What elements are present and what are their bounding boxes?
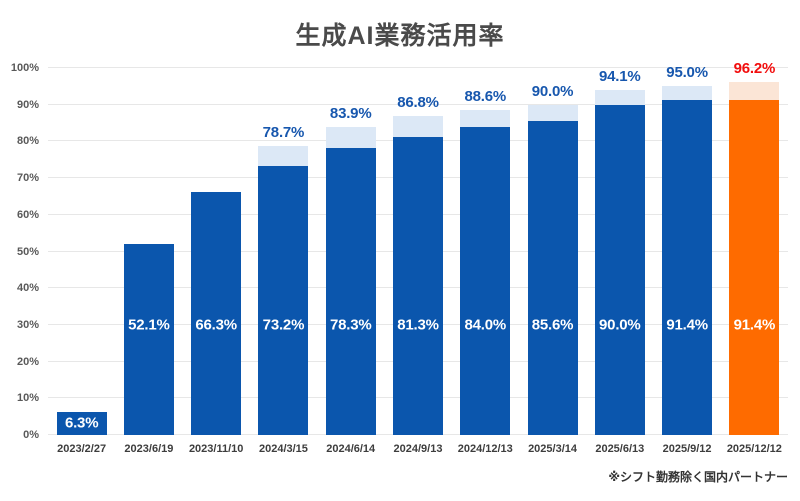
bar-total-label: 94.1%	[599, 67, 641, 85]
x-axis-tick-label: 2025/9/12	[662, 443, 712, 455]
bar-cap-segment	[460, 109, 511, 127]
x-axis-tick-label: 2024/12/13	[457, 443, 513, 455]
bar-cap-segment	[729, 81, 780, 100]
bar	[325, 147, 376, 435]
x-axis-tick-label: 2024/9/13	[393, 443, 443, 455]
bar-total-label: 86.8%	[397, 94, 439, 112]
y-axis-tick-label: 70%	[16, 172, 39, 185]
y-axis-tick-label: 10%	[16, 392, 39, 405]
bar-value-label: 52.1%	[128, 316, 170, 334]
y-axis-tick-label: 20%	[16, 355, 39, 368]
bar	[460, 126, 511, 435]
bar-value-label: 90.0%	[599, 316, 641, 334]
bar-total-label: 88.6%	[464, 87, 507, 105]
x-axis-tick-label: 2023/6/19	[124, 443, 174, 455]
bar-cap-segment	[527, 104, 578, 121]
gridline	[48, 103, 788, 105]
x-axis-tick-label: 2025/3/14	[528, 443, 577, 455]
bar	[123, 243, 174, 435]
bar-cap-segment	[258, 146, 309, 167]
x-axis-tick-label: 2024/3/15	[258, 443, 308, 455]
y-axis-tick-label: 90%	[16, 98, 39, 111]
bar	[56, 411, 107, 435]
bar	[258, 166, 309, 435]
bar-total-label: 95.0%	[666, 64, 708, 82]
bar-column: 73.2% 78.7% 2024/3/15	[250, 68, 317, 455]
y-axis-tick-label: 50%	[16, 245, 39, 258]
bar	[594, 104, 645, 435]
bar	[527, 120, 578, 435]
bar-value-label: 85.6%	[531, 316, 574, 334]
gridline	[48, 67, 788, 68]
bar	[662, 99, 713, 435]
x-axis-tick-label: 2023/11/10	[188, 443, 244, 455]
bar-cap-segment	[662, 86, 713, 100]
bar-value-label: 81.3%	[397, 316, 439, 334]
bar	[191, 191, 242, 435]
bar-total-label: 78.7%	[262, 124, 305, 142]
bar-column: 91.4% 95.0% 2025/9/12	[653, 64, 720, 455]
footnote: ※シフト勤務除く国内パートナー	[608, 470, 788, 484]
bar-value-label: 78.3%	[329, 316, 372, 334]
chart-title: 生成AI業務活用率	[295, 22, 505, 50]
x-axis-tick-label: 2025/12/12	[726, 443, 782, 455]
bar-column: 90.0% 94.1% 2025/6/13	[586, 67, 653, 455]
bar-column: 66.3% 2023/11/10	[183, 68, 250, 455]
y-axis-tick-label: 30%	[16, 318, 39, 331]
bar-cap-segment	[392, 116, 443, 137]
bar-column: 78.3% 83.9% 2024/6/14	[317, 68, 384, 455]
y-axis-tick-label: 60%	[16, 208, 39, 221]
bar-column: 52.1% 2023/6/19	[115, 68, 182, 455]
x-axis-tick-label: 2024/6/14	[326, 443, 376, 455]
bar-value-label: 66.3%	[195, 316, 237, 334]
bar-value-label: 91.4%	[666, 316, 708, 334]
bar-total-label: 90.0%	[531, 82, 574, 100]
bar-value-label: 73.2%	[262, 316, 305, 334]
bar-column: 91.4% 96.2% 2025/12/12	[721, 60, 788, 455]
bar-column: 85.6% 90.0% 2025/3/14	[519, 68, 586, 455]
bar-value-label: 6.3%	[64, 414, 99, 432]
x-axis-tick-label: 2023/2/27	[57, 443, 107, 455]
bar	[392, 136, 443, 435]
y-axis-tick-label: 0%	[23, 429, 39, 441]
plot-area: 0% 10% 20% 30% 40% 50% 60% 70% 80% 90% 100% 6.3% 202…	[11, 60, 788, 455]
y-axis-tick-label: 40%	[16, 282, 39, 295]
bar	[729, 99, 780, 435]
bar-value-label: 91.4%	[733, 316, 776, 334]
bar-cap-segment	[594, 89, 645, 105]
bar-total-label: 83.9%	[329, 105, 372, 123]
y-axis-tick-label: 100%	[10, 62, 39, 74]
y-axis-tick-label: 80%	[16, 135, 39, 148]
bar-cap-segment	[325, 127, 376, 148]
bar-column: 84.0% 88.6% 2024/12/13	[452, 68, 519, 455]
x-axis-tick-label: 2025/6/13	[595, 443, 645, 455]
bar-column: 6.3% 2023/2/27	[48, 68, 115, 455]
bar-value-label: 84.0%	[464, 316, 507, 334]
bar-total-label: 96.2%	[733, 59, 776, 77]
bar-column: 81.3% 86.8% 2024/9/13	[384, 68, 451, 455]
